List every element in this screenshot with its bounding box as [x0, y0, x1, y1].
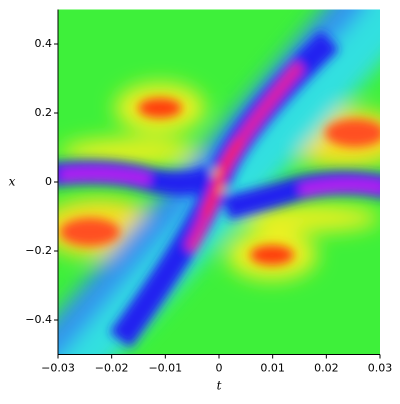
density-field	[58, 9, 380, 355]
x-tick-label: 0.02	[314, 362, 339, 375]
y-tick-label: 0	[45, 175, 52, 188]
y-axis-label: x	[9, 175, 16, 189]
x-tick-label: 0.03	[368, 362, 393, 375]
y-tick-label: 0.4	[35, 37, 53, 50]
x-tick-label: −0.02	[95, 362, 129, 375]
x-tick-label: 0	[216, 362, 223, 375]
y-tick-label: 0.2	[35, 106, 53, 119]
y-tick-label: −0.2	[25, 244, 52, 257]
field-cores	[58, 30, 380, 348]
x-tick-label: −0.01	[148, 362, 182, 375]
y-tick-label: −0.4	[25, 313, 52, 326]
x-tick-label: 0.01	[260, 362, 285, 375]
x-tick-label: −0.03	[41, 362, 75, 375]
x-axis-label: t	[217, 379, 222, 393]
